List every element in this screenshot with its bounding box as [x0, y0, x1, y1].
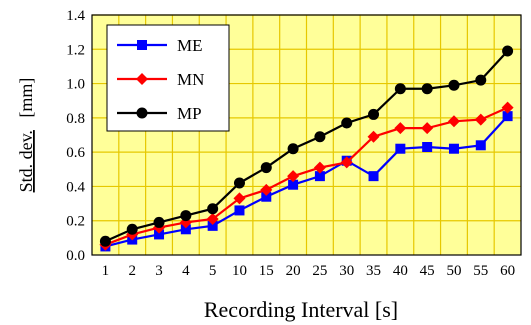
data-point-mp: [475, 74, 487, 86]
data-point-mp: [448, 79, 460, 91]
data-point-me: [261, 191, 272, 202]
y-tick-label: 0.2: [66, 214, 85, 230]
data-point-me: [234, 205, 245, 216]
x-tick-label: 4: [182, 263, 190, 279]
legend-label-mp: MP: [177, 104, 202, 123]
y-tick-label: 1.2: [66, 42, 85, 58]
y-tick-label: 1.0: [66, 77, 85, 93]
data-point-mn: [206, 213, 219, 225]
x-axis-title: Recording Interval [s]: [204, 297, 398, 322]
data-point-mp: [341, 117, 353, 129]
data-point-mn: [447, 115, 460, 128]
series-line-mp: [104, 50, 509, 243]
data-point-me: [288, 179, 299, 190]
y-tick-label: 0.6: [66, 145, 85, 161]
data-point-mn: [421, 122, 434, 135]
series-mp: [99, 45, 514, 247]
x-tick-label: 60: [500, 263, 515, 279]
y-tick-label: 0.8: [66, 111, 85, 127]
x-tick-label: 5: [209, 263, 217, 279]
data-point-me: [314, 171, 325, 182]
y-tick-label: 0.4: [66, 179, 85, 195]
x-tick-label: 30: [339, 263, 354, 279]
y-tick-label: 1.4: [66, 8, 85, 24]
legend-label-me: ME: [177, 36, 203, 55]
data-point-mp: [260, 162, 272, 174]
y-axis-label-main: Std. dev.: [16, 130, 36, 192]
x-tick-label: 20: [286, 263, 301, 279]
data-point-mp: [233, 177, 245, 189]
data-point-mp: [394, 83, 406, 95]
legend-items: ME MN MP: [117, 36, 204, 123]
data-point-mp: [207, 203, 219, 215]
data-point-mp: [421, 83, 433, 95]
x-tick-label: 40: [393, 263, 408, 279]
data-point-me: [154, 229, 165, 240]
data-point-mn: [287, 170, 300, 183]
x-tick-label: 15: [259, 263, 274, 279]
y-axis-label-unit: [mm]: [16, 78, 36, 118]
data-point-me: [475, 140, 486, 151]
data-point-mn: [340, 156, 353, 169]
data-point-mn: [233, 192, 246, 205]
data-point-mn: [474, 113, 487, 126]
x-tick-label: 2: [128, 263, 136, 279]
x-tick-label: 25: [312, 263, 327, 279]
legend-label-mn: MN: [177, 70, 204, 89]
y-tick-labels: 0.0 0.2 0.4 0.6 0.8 1.0 1.2 1.4: [66, 8, 85, 264]
data-point-mn: [367, 130, 380, 143]
data-point-me: [207, 220, 218, 231]
series-layer: [99, 45, 514, 252]
data-point-mp: [99, 235, 111, 247]
data-point-me: [422, 142, 433, 152]
data-point-mp: [314, 131, 326, 143]
y-tick-label: 0.0: [66, 248, 85, 264]
data-point-me: [395, 143, 406, 154]
data-point-mp: [126, 223, 138, 235]
data-point-me: [368, 171, 379, 182]
x-tick-label: 1: [102, 263, 110, 279]
x-tick-label: 45: [420, 263, 435, 279]
x-tick-label: 10: [232, 263, 247, 279]
data-point-mp: [368, 108, 380, 120]
legend-marker-mp: [136, 107, 148, 119]
plot-frame: [91, 14, 522, 256]
x-tick-label: 35: [366, 263, 381, 279]
x-tick-label: 50: [446, 263, 461, 279]
legend-marker-mn: [136, 73, 148, 85]
legend: ME MN MP: [106, 24, 230, 132]
series-line-mn: [105, 106, 509, 246]
x-tick-labels: 1 2 3 4 5 10 15 20 25 30 35 40 45 50 55 60: [102, 263, 515, 279]
data-point-mn: [394, 122, 407, 135]
legend-marker-me: [137, 40, 147, 50]
data-point-mp: [180, 210, 192, 222]
data-point-me: [502, 111, 513, 122]
y-axis-title: Std. dev. [mm]: [16, 78, 36, 193]
x-tick-label: 3: [155, 263, 163, 279]
data-point-mn: [260, 183, 273, 196]
data-point-mp: [287, 143, 299, 155]
data-point-mp: [502, 45, 514, 57]
data-point-me: [448, 143, 459, 154]
data-point-me: [180, 224, 191, 235]
data-point-mn: [501, 101, 514, 114]
data-point-mn: [313, 161, 326, 174]
series-line-me: [105, 115, 509, 248]
x-tick-label: 55: [473, 263, 488, 279]
data-point-mp: [153, 216, 165, 228]
